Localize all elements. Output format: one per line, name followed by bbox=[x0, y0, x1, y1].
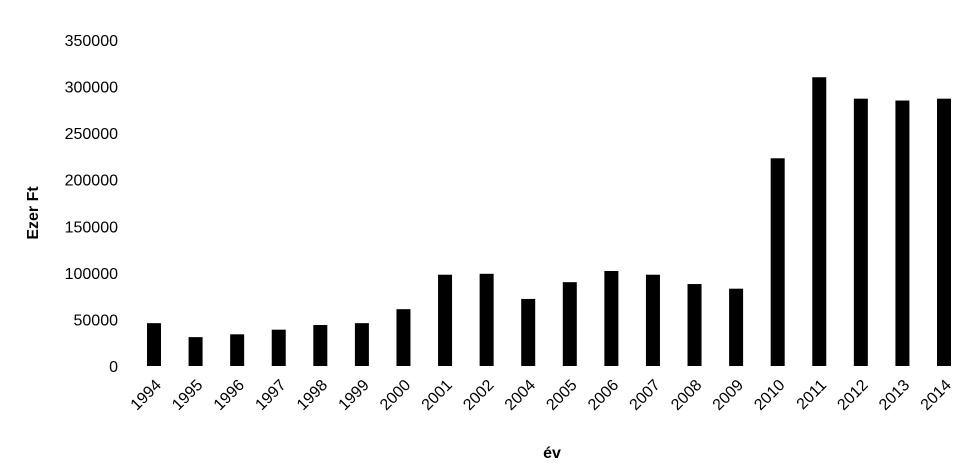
x-tick-label: 2014 bbox=[918, 377, 955, 414]
y-tick-label: 0 bbox=[109, 359, 118, 376]
x-tick-label: 2008 bbox=[668, 377, 705, 414]
bar-2000 bbox=[396, 309, 411, 366]
x-axis-title: év bbox=[543, 445, 561, 462]
y-tick-label: 200000 bbox=[65, 173, 118, 190]
y-tick-label: 350000 bbox=[65, 33, 118, 50]
x-tick-label: 2011 bbox=[794, 377, 830, 413]
bar-1996 bbox=[230, 334, 245, 366]
bar-1998 bbox=[313, 325, 328, 366]
x-tick-label: 1998 bbox=[294, 377, 331, 414]
bar-2008 bbox=[687, 284, 702, 366]
x-tick-label: 1996 bbox=[211, 377, 248, 414]
x-tick-label: 2005 bbox=[543, 377, 580, 414]
y-axis: 0 50000 100000 150000 200000 250000 300000 3500… bbox=[65, 33, 118, 376]
y-tick-label: 150000 bbox=[65, 219, 118, 236]
y-tick-label: 50000 bbox=[74, 312, 119, 329]
y-tick-label: 300000 bbox=[65, 80, 118, 97]
x-tick-label: 1997 bbox=[252, 377, 289, 414]
bar-2005 bbox=[562, 282, 577, 366]
y-tick-label: 250000 bbox=[65, 126, 118, 143]
bar-1997 bbox=[271, 329, 286, 366]
bar-2006 bbox=[604, 270, 619, 366]
bar-2013 bbox=[895, 100, 910, 367]
bar-2007 bbox=[645, 274, 660, 366]
bar-1994 bbox=[147, 323, 161, 366]
bar-1995 bbox=[188, 337, 203, 366]
x-tick-label: 2009 bbox=[710, 377, 747, 414]
bar-2011 bbox=[812, 77, 827, 366]
x-tick-label: 2002 bbox=[460, 377, 497, 414]
x-tick-label: 2012 bbox=[834, 377, 871, 414]
x-tick-label: 2010 bbox=[751, 377, 788, 414]
x-tick-label: 1994 bbox=[128, 377, 165, 414]
bar-2009 bbox=[729, 288, 744, 366]
x-tick-label: 2013 bbox=[876, 377, 913, 414]
x-tick-label: 1999 bbox=[336, 377, 373, 414]
bar-series bbox=[147, 77, 951, 367]
x-tick-label: 2006 bbox=[585, 377, 622, 414]
x-tick-label: 2000 bbox=[377, 377, 414, 414]
bar-2001 bbox=[438, 274, 453, 366]
bar-1999 bbox=[354, 323, 369, 366]
x-tick-label: 2001 bbox=[419, 377, 456, 414]
bar-2014 bbox=[937, 98, 951, 367]
bar-2010 bbox=[770, 158, 785, 366]
y-axis-title: Ezer Ft bbox=[25, 186, 42, 240]
y-tick-label: 100000 bbox=[65, 266, 118, 283]
bar-2012 bbox=[853, 98, 868, 367]
x-tick-label: 2007 bbox=[627, 377, 664, 414]
x-axis: 1994 1995 1996 1997 1998 1999 2000 2001 2002 2004… bbox=[128, 377, 955, 414]
bar-2004 bbox=[521, 298, 536, 366]
bar-2002 bbox=[479, 273, 494, 366]
x-tick-label: 2004 bbox=[502, 377, 539, 414]
x-tick-label: 1995 bbox=[169, 377, 206, 414]
